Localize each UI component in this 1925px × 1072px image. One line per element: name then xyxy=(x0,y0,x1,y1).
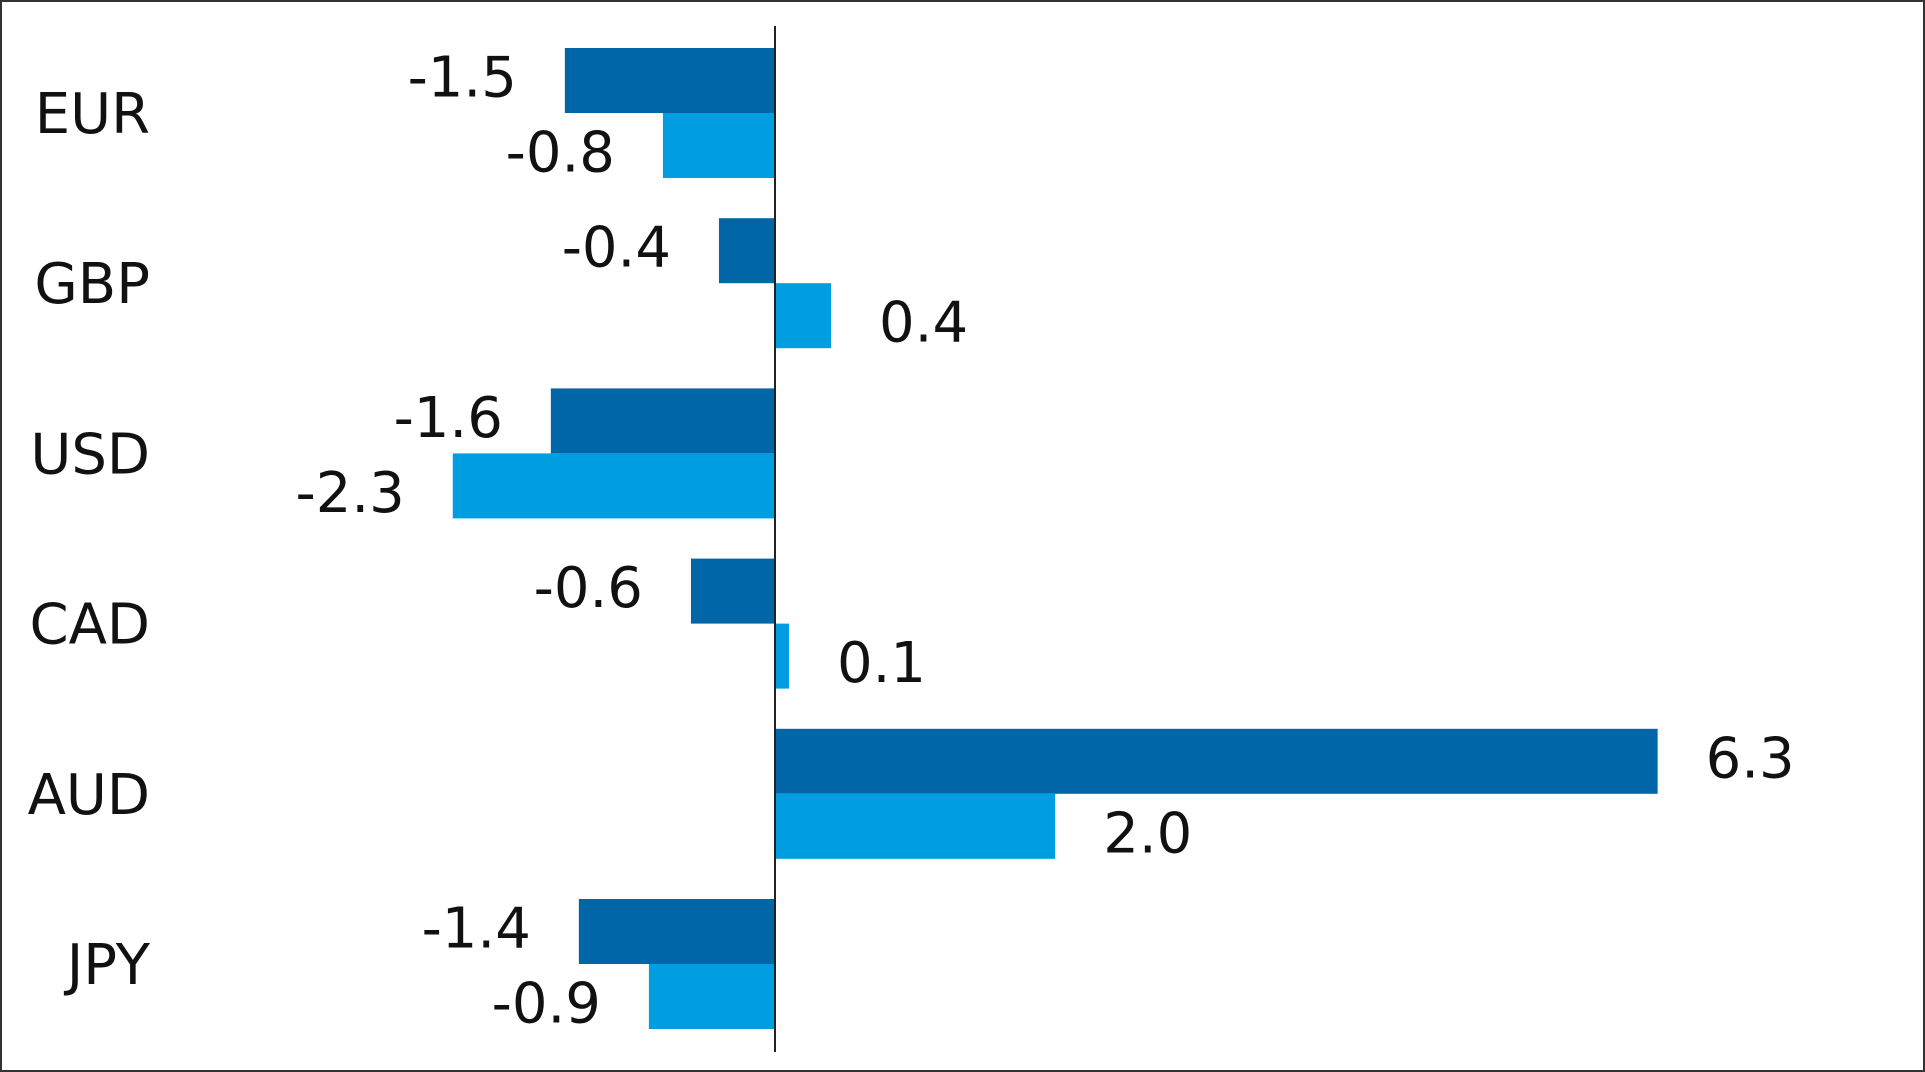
value-label-cad-2: 0.1 xyxy=(837,631,926,696)
bar-gbp-2 xyxy=(775,283,832,349)
value-labels: -1.5 -0.8 -0.4 0.4 -1.6 -2.3 -0.6 0.1 6.3 2.0 -1.4… xyxy=(296,46,1795,1037)
value-label-gbp-2: 0.4 xyxy=(879,291,968,356)
value-label-cad-1: -0.6 xyxy=(534,556,643,621)
bar-cad-1 xyxy=(690,558,775,624)
category-label-usd: USD xyxy=(30,422,150,487)
category-label-gbp: GBP xyxy=(34,252,150,317)
value-label-usd-2: -2.3 xyxy=(296,461,405,526)
bar-jpy-2 xyxy=(648,964,775,1029)
category-label-aud: AUD xyxy=(28,763,150,828)
value-label-aud-1: 6.3 xyxy=(1706,726,1795,791)
bar-eur-1 xyxy=(564,48,775,113)
category-label-jpy: JPY xyxy=(64,933,151,998)
value-label-eur-2: -0.8 xyxy=(506,121,615,186)
bars xyxy=(452,48,1658,1029)
bar-usd-1 xyxy=(550,388,775,454)
category-label-cad: CAD xyxy=(29,593,150,658)
bar-aud-2 xyxy=(775,793,1056,859)
bar-usd-2 xyxy=(452,453,775,519)
bar-aud-1 xyxy=(775,728,1658,794)
bar-gbp-1 xyxy=(718,218,775,284)
category-label-eur: EUR xyxy=(35,82,150,147)
value-label-gbp-1: -0.4 xyxy=(562,216,671,281)
bar-cad-2 xyxy=(775,623,790,689)
value-label-eur-1: -1.5 xyxy=(408,46,517,111)
value-label-jpy-2: -0.9 xyxy=(492,972,601,1037)
value-label-usd-1: -1.6 xyxy=(394,386,503,451)
value-label-jpy-1: -1.4 xyxy=(422,897,531,962)
value-label-aud-2: 2.0 xyxy=(1103,801,1192,866)
bar-jpy-1 xyxy=(578,899,775,964)
bar-eur-2 xyxy=(662,113,775,178)
category-labels: EUR GBP USD CAD AUD JPY xyxy=(28,82,151,998)
